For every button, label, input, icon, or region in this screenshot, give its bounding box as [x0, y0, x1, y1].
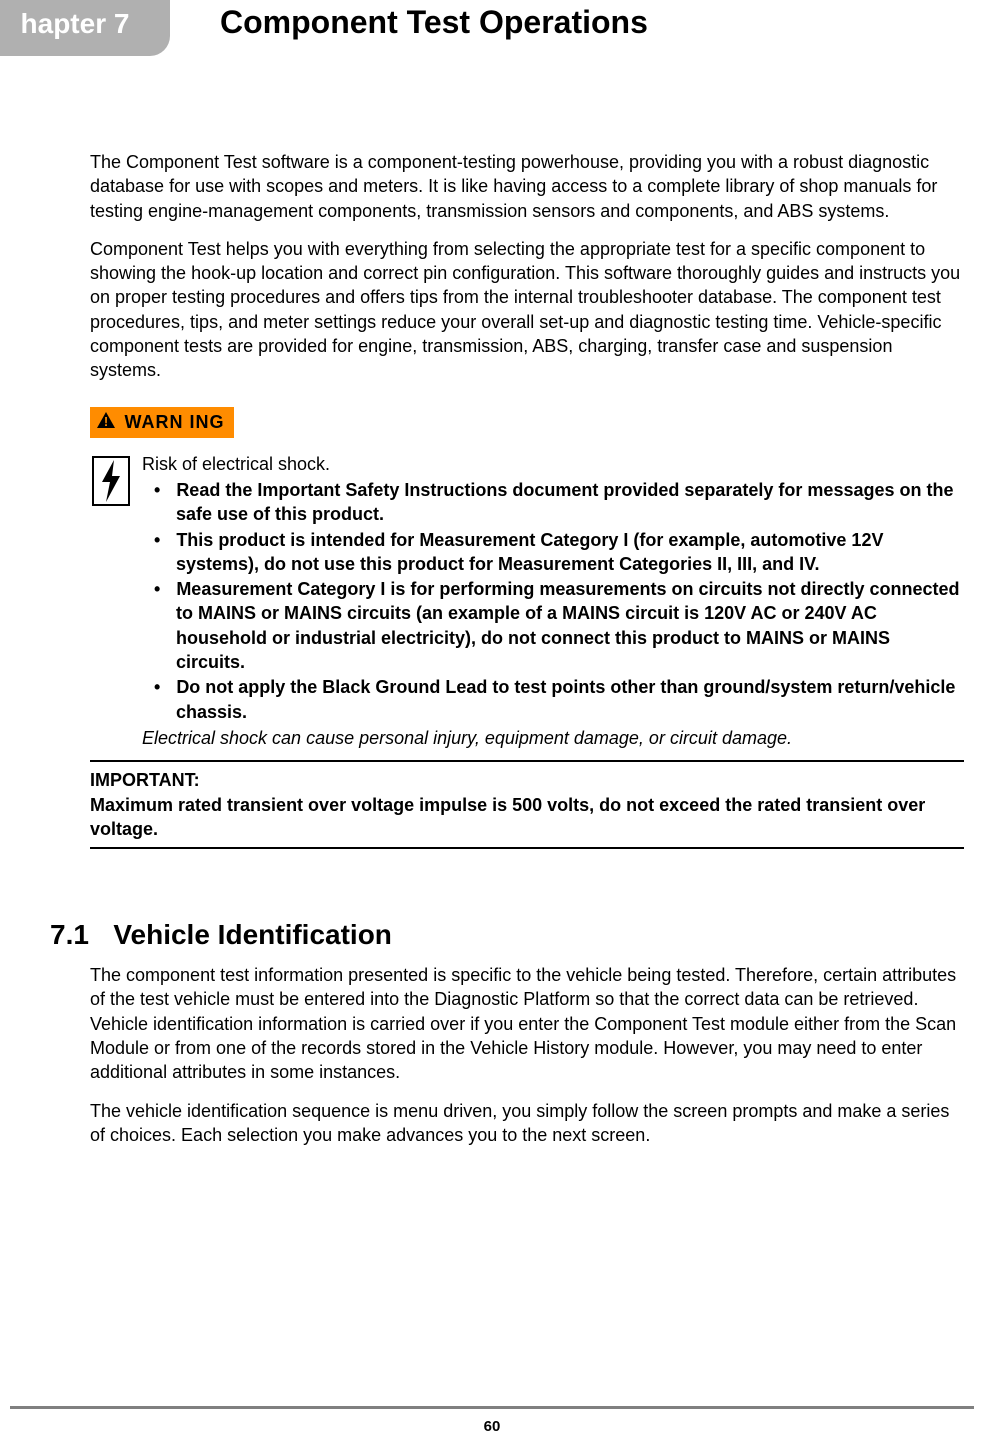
warning-bullet: Measurement Category I is for performing… [142, 577, 964, 674]
warning-body: Risk of electrical shock. Read the Impor… [142, 452, 964, 751]
warning-outro: Electrical shock can cause personal inju… [142, 726, 964, 750]
warning-bullet-list: Read the Important Safety Instructions d… [142, 478, 964, 724]
intro-paragraph-1: The Component Test software is a compone… [90, 150, 964, 223]
warning-bullet: Read the Important Safety Instructions d… [142, 478, 964, 527]
lightning-bolt-icon [90, 454, 132, 513]
intro-paragraph-2: Component Test helps you with everything… [90, 237, 964, 383]
warning-bullet: Do not apply the Black Ground Lead to te… [142, 675, 964, 724]
svg-text:!: ! [104, 414, 108, 429]
warning-triangle-icon: ! [96, 411, 116, 434]
important-text: Maximum rated transient over voltage imp… [90, 793, 964, 842]
warning-badge-text: WARN ING [124, 412, 224, 432]
chapter-tab: hapter 7 [0, 0, 170, 56]
section-title: Vehicle Identification [113, 919, 392, 951]
section-paragraph-1: The component test information presented… [90, 963, 964, 1084]
important-label: IMPORTANT: [90, 768, 964, 792]
page: hapter 7 Component Test Operations The C… [0, 0, 984, 1449]
chapter-title: Component Test Operations [220, 0, 648, 41]
warning-intro: Risk of electrical shock. [142, 452, 964, 476]
warning-bullet: This product is intended for Measurement… [142, 528, 964, 577]
chapter-tab-label: hapter 7 [21, 8, 130, 39]
section-heading: 7.1 Vehicle Identification [50, 919, 964, 951]
section-paragraph-2: The vehicle identification sequence is m… [90, 1099, 964, 1148]
content-area: The Component Test software is a compone… [0, 0, 984, 1147]
warning-block: Risk of electrical shock. Read the Impor… [90, 452, 964, 751]
important-block: IMPORTANT: Maximum rated transient over … [90, 760, 964, 849]
page-number: 60 [0, 1418, 984, 1435]
footer-rule [10, 1406, 974, 1409]
section-number: 7.1 [50, 919, 89, 951]
warning-badge: ! WARN ING [90, 407, 234, 438]
